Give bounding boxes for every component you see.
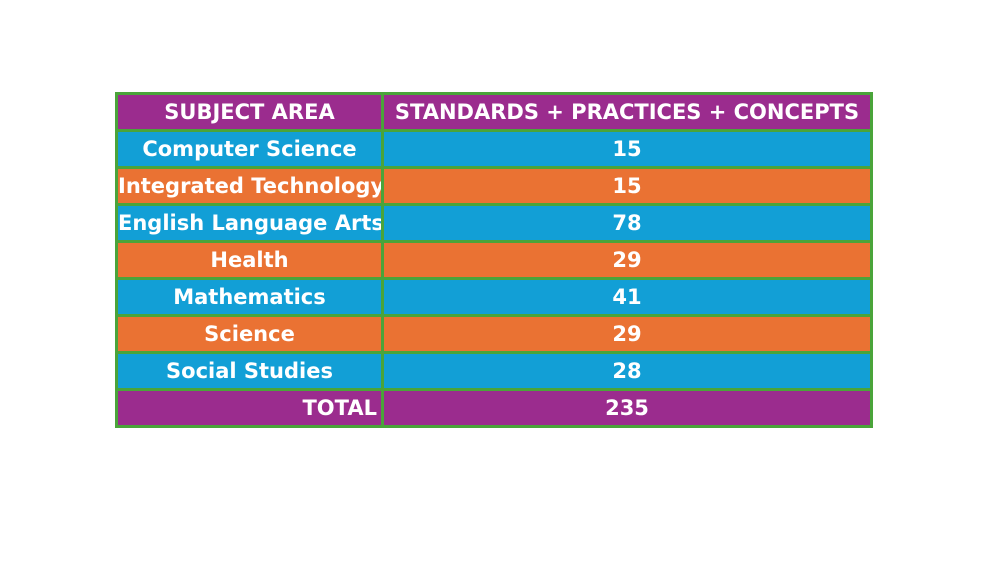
- subject-cell: Computer Science: [115, 129, 384, 169]
- subject-cell: Integrated Technology: [115, 166, 384, 206]
- table-row: Mathematics 41: [115, 277, 873, 317]
- table-row: Computer Science 15: [115, 129, 873, 169]
- total-row: TOTAL 235: [115, 388, 873, 428]
- header-standards-practices-concepts: STANDARDS + PRACTICES + CONCEPTS: [381, 92, 873, 132]
- total-count: 235: [381, 388, 873, 428]
- table-row: Integrated Technology 15: [115, 166, 873, 206]
- subject-cell: Mathematics: [115, 277, 384, 317]
- count-cell: 78: [381, 203, 873, 243]
- subject-cell: Science: [115, 314, 384, 354]
- table-header-row: SUBJECT AREA STANDARDS + PRACTICES + CON…: [115, 92, 873, 132]
- count-cell: 15: [381, 166, 873, 206]
- total-label: TOTAL: [115, 388, 384, 428]
- count-cell: 28: [381, 351, 873, 391]
- count-cell: 15: [381, 129, 873, 169]
- table-row: Health 29: [115, 240, 873, 280]
- count-cell: 29: [381, 314, 873, 354]
- table-row: English Language Arts 78: [115, 203, 873, 243]
- table-row: Science 29: [115, 314, 873, 354]
- subject-cell: English Language Arts: [115, 203, 384, 243]
- subject-standards-table: SUBJECT AREA STANDARDS + PRACTICES + CON…: [115, 92, 873, 428]
- count-cell: 41: [381, 277, 873, 317]
- header-subject-area: SUBJECT AREA: [115, 92, 384, 132]
- subject-cell: Health: [115, 240, 384, 280]
- table-row: Social Studies 28: [115, 351, 873, 391]
- count-cell: 29: [381, 240, 873, 280]
- subject-cell: Social Studies: [115, 351, 384, 391]
